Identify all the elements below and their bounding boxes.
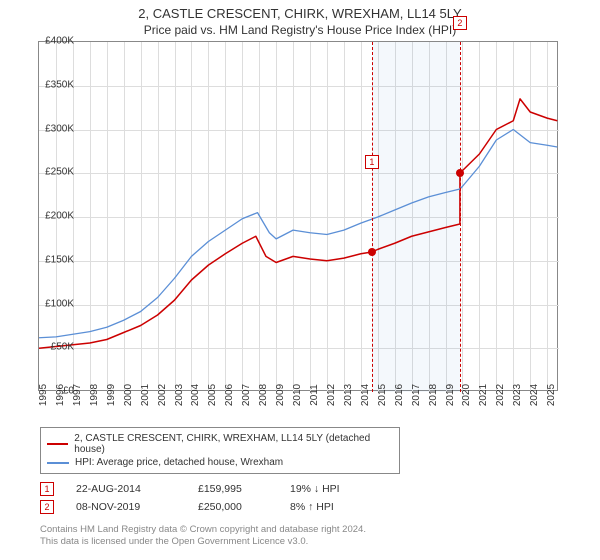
- event-marker-dot: [368, 248, 376, 256]
- legend-label: 2, CASTLE CRESCENT, CHIRK, WREXHAM, LL14…: [74, 433, 393, 455]
- y-axis-label: £250K: [45, 167, 74, 178]
- y-axis-label: £150K: [45, 254, 74, 265]
- plot-area: 12: [38, 41, 558, 391]
- x-axis-label: 2009: [275, 384, 286, 406]
- page-title: 2, CASTLE CRESCENT, CHIRK, WREXHAM, LL14…: [0, 0, 600, 21]
- x-axis-label: 1998: [89, 384, 100, 406]
- sales-date: 08-NOV-2019: [76, 501, 176, 513]
- x-axis-label: 2022: [495, 384, 506, 406]
- event-marker-box: 1: [365, 155, 379, 169]
- legend-swatch: [47, 462, 69, 464]
- page-subtitle: Price paid vs. HM Land Registry's House …: [0, 21, 600, 41]
- y-axis-label: £200K: [45, 211, 74, 222]
- legend-label: HPI: Average price, detached house, Wrex…: [75, 457, 283, 468]
- y-axis-label: £50K: [51, 342, 74, 353]
- x-axis-label: 2023: [512, 384, 523, 406]
- sales-delta: 8% ↑ HPI: [290, 501, 380, 513]
- legend-swatch: [47, 443, 68, 445]
- x-axis-label: 2010: [292, 384, 303, 406]
- event-marker-dot: [456, 169, 464, 177]
- x-axis-label: 2002: [157, 384, 168, 406]
- x-axis-label: 2018: [428, 384, 439, 406]
- x-axis-label: 2024: [529, 384, 540, 406]
- x-axis-label: 1999: [106, 384, 117, 406]
- x-axis-label: 2007: [241, 384, 252, 406]
- x-axis-label: 2015: [377, 384, 388, 406]
- sales-price: £159,995: [198, 483, 268, 495]
- y-axis-label: £350K: [45, 79, 74, 90]
- x-axis-label: 2000: [123, 384, 134, 406]
- x-axis-label: 2017: [411, 384, 422, 406]
- footer-line: Contains HM Land Registry data © Crown c…: [40, 524, 600, 536]
- x-axis-label: 2001: [140, 384, 151, 406]
- sales-date: 22-AUG-2014: [76, 483, 176, 495]
- sales-row: 1 22-AUG-2014 £159,995 19% ↓ HPI: [40, 480, 600, 498]
- footer-attribution: Contains HM Land Registry data © Crown c…: [40, 524, 600, 549]
- x-axis-label: 2014: [360, 384, 371, 406]
- x-axis-label: 2006: [224, 384, 235, 406]
- chart-area: 12 £0£50K£100K£150K£200K£250K£300K£350K£…: [38, 41, 598, 421]
- sales-table: 1 22-AUG-2014 £159,995 19% ↓ HPI 2 08-NOV-201…: [40, 480, 600, 516]
- x-axis-label: 2005: [207, 384, 218, 406]
- x-axis-label: 2013: [343, 384, 354, 406]
- x-axis-label: 2004: [190, 384, 201, 406]
- event-vline: [460, 42, 461, 392]
- legend: 2, CASTLE CRESCENT, CHIRK, WREXHAM, LL14…: [40, 427, 400, 474]
- x-axis-label: 2021: [478, 384, 489, 406]
- sales-marker: 1: [40, 482, 54, 496]
- x-axis-label: 2020: [461, 384, 472, 406]
- x-axis-label: 1996: [55, 384, 66, 406]
- footer-line: This data is licensed under the Open Gov…: [40, 536, 600, 548]
- y-axis-label: £300K: [45, 123, 74, 134]
- x-axis-label: 2003: [174, 384, 185, 406]
- x-axis-label: 2025: [546, 384, 557, 406]
- sales-row: 2 08-NOV-2019 £250,000 8% ↑ HPI: [40, 498, 600, 516]
- sales-marker: 2: [40, 500, 54, 514]
- sales-delta: 19% ↓ HPI: [290, 483, 380, 495]
- x-axis-label: 2019: [445, 384, 456, 406]
- y-axis-label: £100K: [45, 298, 74, 309]
- event-vline: [372, 42, 373, 392]
- sales-price: £250,000: [198, 501, 268, 513]
- x-axis-label: 2012: [326, 384, 337, 406]
- event-marker-box: 2: [453, 16, 467, 30]
- x-axis-label: 2008: [258, 384, 269, 406]
- y-axis-label: £400K: [45, 36, 74, 47]
- x-axis-label: 1997: [72, 384, 83, 406]
- series-hpi: [39, 130, 557, 338]
- legend-row: 2, CASTLE CRESCENT, CHIRK, WREXHAM, LL14…: [47, 432, 393, 456]
- x-axis-label: 2016: [394, 384, 405, 406]
- x-axis-label: 1995: [38, 384, 49, 406]
- chart-lines: [39, 42, 559, 392]
- legend-row: HPI: Average price, detached house, Wrex…: [47, 456, 393, 469]
- series-price_paid: [39, 99, 557, 348]
- x-axis-label: 2011: [309, 384, 320, 406]
